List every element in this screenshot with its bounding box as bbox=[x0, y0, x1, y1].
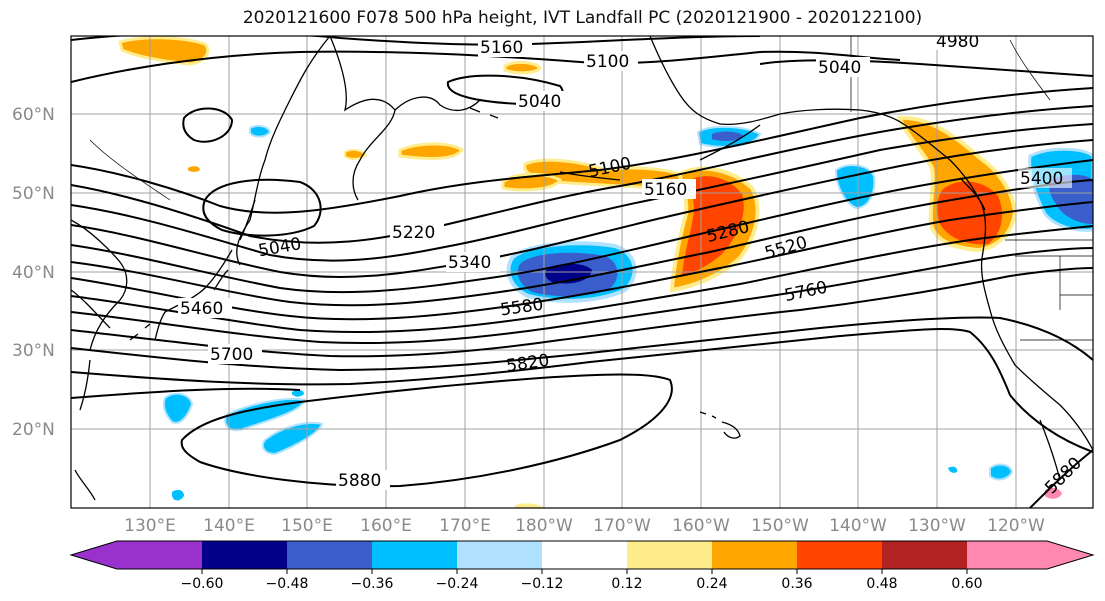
contour-label: 5220 bbox=[392, 223, 435, 243]
lon-label: 130°E bbox=[124, 516, 176, 536]
lon-label: 160°W bbox=[672, 516, 730, 536]
colorbar-tick-label: 0.24 bbox=[696, 576, 727, 592]
colorbar-segment bbox=[627, 541, 712, 569]
colorbar-segment bbox=[71, 541, 202, 569]
contour-label: 5040 bbox=[818, 58, 861, 78]
lon-label: 170°W bbox=[593, 516, 651, 536]
lat-label: 50°N bbox=[12, 184, 55, 204]
lat-label: 40°N bbox=[12, 263, 55, 283]
colorbar-tick-label: −0.24 bbox=[436, 576, 479, 592]
contour-label: 5880 bbox=[338, 471, 381, 491]
contour-label: 5160 bbox=[644, 180, 687, 200]
colorbar-segment bbox=[712, 541, 797, 569]
lat-label: 30°N bbox=[12, 341, 55, 361]
colorbar: −0.60 −0.48 −0.36 −0.24 −0.12 0.12 0.24 … bbox=[69, 540, 1095, 592]
contour-label: 5460 bbox=[180, 299, 223, 319]
colorbar-segment bbox=[542, 541, 627, 569]
longitude-labels: 130°E 140°E 150°E 160°E 170°E 180°W 170°… bbox=[124, 516, 1045, 536]
colorbar-tick-label: −0.60 bbox=[181, 576, 224, 592]
lon-label: 170°E bbox=[439, 516, 491, 536]
colorbar-outline bbox=[69, 540, 1095, 570]
colorbar-tick-label: −0.36 bbox=[351, 576, 394, 592]
contour-label: 5400 bbox=[1020, 169, 1063, 189]
map-frame bbox=[70, 35, 1094, 509]
political-borders bbox=[89, 36, 1093, 341]
contour-label: 5040 bbox=[518, 92, 561, 112]
colorbar-tick-label: 0.12 bbox=[611, 576, 642, 592]
colorbar-segment bbox=[372, 541, 457, 569]
lon-label: 160°E bbox=[360, 516, 412, 536]
lon-label: 120°W bbox=[987, 516, 1045, 536]
contour-label: 4980 bbox=[936, 32, 979, 52]
contour-label: 5340 bbox=[448, 253, 491, 273]
lat-label: 20°N bbox=[12, 420, 55, 440]
contour-label: 5100 bbox=[586, 52, 629, 72]
colorbar-segment bbox=[967, 541, 1093, 569]
lon-label: 140°E bbox=[203, 516, 255, 536]
colorbar-tick-label: 0.48 bbox=[866, 576, 897, 592]
colorbar-segment bbox=[797, 541, 882, 569]
colorbar-segment bbox=[287, 541, 372, 569]
map-title: 2020121600 F078 500 hPa height, IVT Land… bbox=[242, 8, 923, 28]
lon-label: 140°W bbox=[829, 516, 887, 536]
height-contours bbox=[71, 36, 1093, 508]
colorbar-tick-label: −0.48 bbox=[266, 576, 309, 592]
contour-label: 5700 bbox=[210, 345, 253, 365]
colorbar-segment bbox=[202, 541, 287, 569]
colorbar-tick-label: 0.60 bbox=[951, 576, 982, 592]
lon-label: 130°W bbox=[908, 516, 966, 536]
lon-label: 150°W bbox=[751, 516, 809, 536]
colorbar-segment bbox=[882, 541, 967, 569]
colorbar-tick-label: 0.36 bbox=[781, 576, 812, 592]
lon-label: 180°W bbox=[515, 516, 573, 536]
colorbar-tick-label: −0.12 bbox=[521, 576, 564, 592]
lat-label: 60°N bbox=[12, 105, 55, 125]
colorbar-segment bbox=[457, 541, 542, 569]
lon-label: 150°E bbox=[281, 516, 333, 536]
latitude-labels: 60°N 50°N 40°N 30°N 20°N bbox=[12, 105, 55, 440]
contour-label: 5160 bbox=[480, 38, 523, 58]
